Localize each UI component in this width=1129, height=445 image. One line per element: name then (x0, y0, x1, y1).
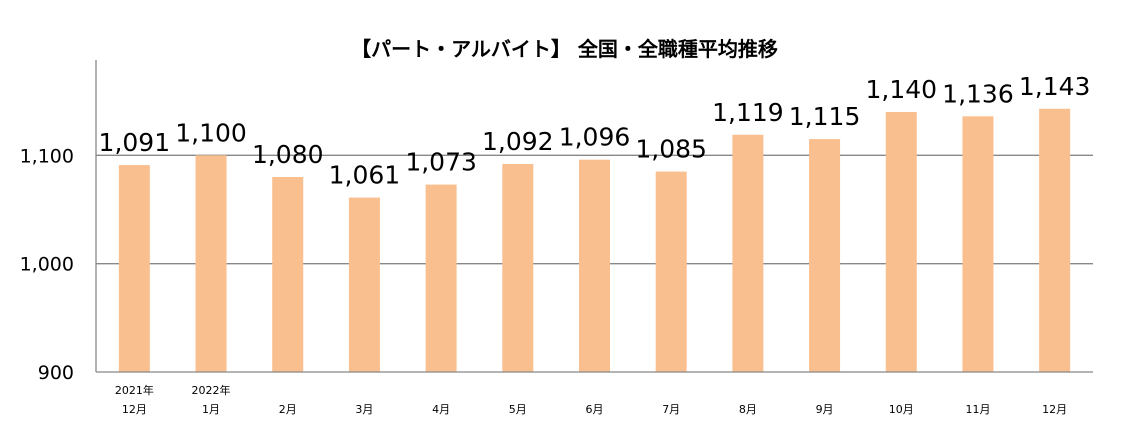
data-label: 1,119 (712, 98, 784, 127)
x-tick-label: 2021年 (115, 383, 154, 397)
data-label: 1,136 (942, 79, 1014, 108)
data-label: 1,140 (865, 75, 937, 104)
y-tick-label: 900 (38, 362, 74, 384)
data-label: 1,100 (175, 118, 247, 147)
x-tick-label: 9月 (816, 403, 834, 416)
bar (885, 112, 917, 372)
bar (272, 177, 304, 372)
data-label: 1,085 (635, 135, 707, 164)
x-tick-label: 6月 (586, 403, 604, 416)
bar (502, 164, 534, 372)
bar (809, 139, 841, 372)
x-tick-label: 3月 (355, 403, 373, 416)
bar (732, 134, 764, 372)
data-label: 1,143 (1019, 72, 1091, 101)
bar (655, 171, 687, 372)
axes: 900 1,000 1,100 2021年 12月 2022年 1月 2月 3月 4月 5月 6月 7月… (20, 60, 1093, 416)
data-label: 1,096 (559, 123, 631, 152)
x-tick-label: 4月 (432, 403, 450, 416)
x-tick-label: 7月 (662, 403, 680, 416)
x-tick-label: 12月 (122, 403, 147, 416)
x-tick-label: 2022年 (192, 383, 231, 397)
data-label: 1,061 (329, 161, 401, 190)
bar (1039, 108, 1071, 372)
x-tick-label: 1月 (202, 403, 220, 416)
bar (579, 159, 610, 372)
x-tick-label: 2月 (279, 403, 297, 416)
chart-title: 【パート・アルバイト】 全国・全職種平均推移 (351, 37, 778, 61)
y-tick-label: 1,000 (20, 254, 74, 276)
data-label: 1,073 (405, 148, 477, 177)
bars (118, 108, 1071, 372)
x-tick-label: 8月 (739, 403, 757, 416)
data-label: 1,092 (482, 127, 554, 156)
x-tick-label: 11月 (965, 403, 990, 416)
bar (425, 184, 457, 372)
bar (348, 197, 380, 372)
x-tick-label: 10月 (889, 403, 914, 416)
data-label: 1,091 (99, 128, 171, 157)
bar (195, 155, 227, 372)
x-tick-label: 12月 (1042, 403, 1067, 416)
y-tick-label: 1,100 (20, 145, 74, 167)
x-tick-label: 5月 (509, 403, 527, 416)
bar (118, 165, 150, 372)
data-label: 1,115 (789, 102, 861, 131)
bar (962, 116, 994, 372)
data-label: 1,080 (252, 140, 324, 169)
